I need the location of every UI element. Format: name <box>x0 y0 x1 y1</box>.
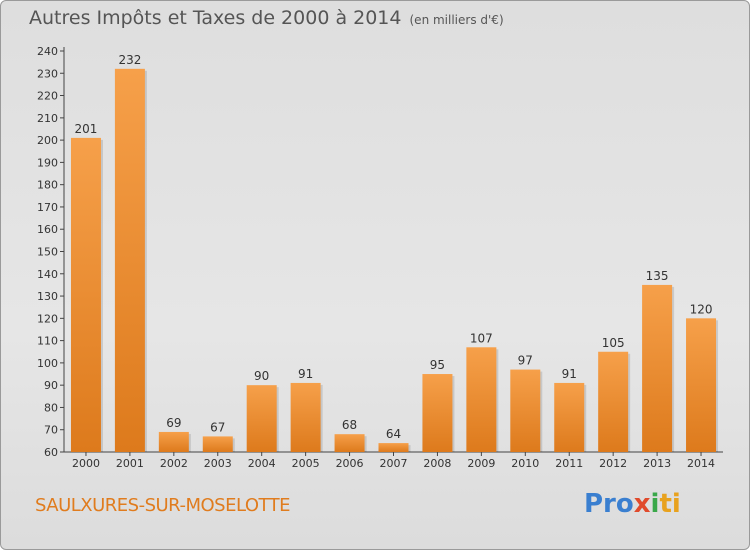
x-tick-label: 2008 <box>423 457 451 470</box>
y-tick-label: 60 <box>44 446 58 459</box>
bar <box>70 137 101 452</box>
y-tick-label: 90 <box>44 379 58 392</box>
x-tick-label: 2014 <box>687 457 715 470</box>
bar-value-label: 91 <box>562 367 577 381</box>
y-tick-label: 220 <box>37 90 58 103</box>
bar <box>554 382 585 452</box>
x-tick-label: 2009 <box>467 457 495 470</box>
bar-value-label: 95 <box>430 358 445 372</box>
bar-value-label: 232 <box>118 53 141 67</box>
bar-value-label: 120 <box>690 302 713 316</box>
x-tick-label: 2007 <box>380 457 408 470</box>
logo-part-3: i <box>650 489 660 519</box>
bar-value-label: 91 <box>298 367 313 381</box>
x-tick-label: 2012 <box>599 457 627 470</box>
x-tick-label: 2003 <box>204 457 232 470</box>
y-tick-label: 150 <box>37 246 58 259</box>
bar <box>334 434 365 452</box>
bar <box>246 385 277 452</box>
y-tick-label: 190 <box>37 156 58 169</box>
x-tick-label: 2006 <box>336 457 364 470</box>
bar <box>422 374 453 452</box>
x-tick-label: 2000 <box>72 457 100 470</box>
y-tick-label: 80 <box>44 401 58 414</box>
bar-value-label: 67 <box>210 420 225 434</box>
x-tick-label: 2004 <box>248 457 276 470</box>
bar-value-label: 97 <box>518 354 533 368</box>
bar <box>114 68 145 453</box>
bar <box>290 382 321 452</box>
bar-value-label: 68 <box>342 418 357 432</box>
bar-value-label: 64 <box>386 427 401 441</box>
logo-part-1: Pro <box>584 489 634 519</box>
bar <box>686 318 717 452</box>
y-tick-label: 140 <box>37 268 58 281</box>
proxiti-logo: Proxiti <box>584 489 681 519</box>
bar <box>642 284 673 452</box>
logo-part-2: x <box>633 489 651 519</box>
y-tick-label: 160 <box>37 223 58 236</box>
bar <box>202 436 233 452</box>
chart-unit-label: (en milliers d'€) <box>409 13 504 27</box>
bar-value-label: 135 <box>646 269 669 283</box>
y-tick-label: 70 <box>44 424 58 437</box>
bar <box>510 369 541 452</box>
x-tick-label: 2010 <box>511 457 539 470</box>
x-tick-label: 2011 <box>555 457 583 470</box>
y-tick-label: 200 <box>37 134 58 147</box>
bar <box>598 351 629 452</box>
bar-value-label: 90 <box>254 369 269 383</box>
x-tick-label: 2001 <box>116 457 144 470</box>
y-tick-label: 120 <box>37 312 58 325</box>
x-tick-label: 2005 <box>292 457 320 470</box>
chart-title-text: Autres Impôts et Taxes de 2000 à 2014 <box>29 7 402 29</box>
bar <box>158 431 189 452</box>
y-tick-label: 240 <box>37 45 58 58</box>
y-tick-label: 100 <box>37 357 58 370</box>
bar-value-label: 107 <box>470 331 493 345</box>
y-tick-label: 130 <box>37 290 58 303</box>
logo-part-4: ti <box>659 489 681 519</box>
y-tick-label: 230 <box>37 67 58 80</box>
bar-value-label: 201 <box>75 122 98 136</box>
x-tick-label: 2002 <box>160 457 188 470</box>
chart-title: Autres Impôts et Taxes de 2000 à 2014 (en… <box>29 7 504 29</box>
bar <box>466 347 497 452</box>
y-tick-label: 110 <box>37 335 58 348</box>
bar <box>378 443 409 452</box>
x-tick-label: 2013 <box>643 457 671 470</box>
bar-value-label: 69 <box>166 416 181 430</box>
commune-name: SAULXURES-SUR-MOSELOTTE <box>35 495 291 516</box>
y-tick-label: 180 <box>37 179 58 192</box>
y-tick-label: 170 <box>37 201 58 214</box>
y-tick-label: 210 <box>37 112 58 125</box>
bar-value-label: 105 <box>602 336 625 350</box>
